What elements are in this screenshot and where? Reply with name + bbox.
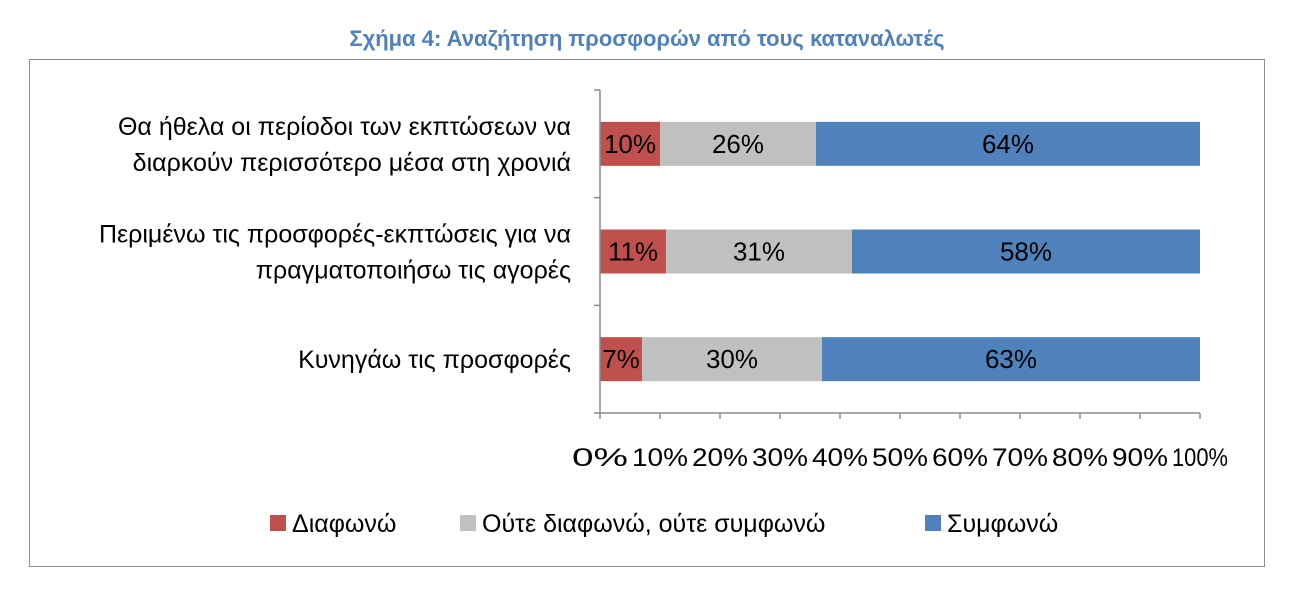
value-axis-tick-label: 40% — [812, 444, 868, 472]
category-label: Κυνηγάω τις προσφορές — [298, 346, 571, 374]
value-axis-tick-label: 30% — [752, 444, 808, 472]
bar-segment — [600, 337, 642, 382]
data-label: 26% — [712, 129, 764, 159]
value-axis-tick-label: 70% — [992, 444, 1048, 472]
legend-label: Διαφωνώ — [292, 510, 396, 538]
bar-segment — [600, 121, 660, 166]
value-axis-tick-label: 10% — [632, 444, 688, 472]
data-label: 11% — [608, 237, 658, 267]
bar-segment — [666, 229, 852, 274]
legend-label: Ούτε διαφωνώ, ούτε συμφωνώ — [482, 510, 825, 538]
category-label: διαρκούν περισσότερο μέσα στη χρονιά — [133, 149, 571, 177]
data-label: 7% — [602, 344, 640, 374]
data-label: 31% — [733, 237, 785, 267]
bar-segment — [642, 337, 822, 382]
data-label: 10% — [604, 129, 656, 159]
category-label: πραγματοποιήσω τις αγορές — [256, 257, 571, 285]
legend-label: Συμφωνώ — [947, 510, 1058, 538]
legend-swatch — [270, 515, 286, 531]
value-axis-tick-label: 90% — [1112, 444, 1168, 472]
data-label: 64% — [982, 129, 1034, 159]
value-axis-tick-label: 80% — [1052, 444, 1108, 472]
data-label: 58% — [1000, 237, 1052, 267]
value-axis-tick-label: 100% — [1172, 444, 1228, 472]
value-axis-tick-label: 50% — [872, 444, 928, 472]
chart-title: Σχήμα 4: Αναζήτηση προσφορών από τους κα… — [349, 26, 945, 51]
legend-swatch — [925, 515, 941, 531]
legend-swatch — [460, 515, 476, 531]
category-label: Περιμένω τις προσφορές-εκπτώσεις για να — [99, 221, 571, 249]
bar-segment — [660, 121, 816, 166]
value-axis-tick-label: 20% — [692, 444, 748, 472]
category-label: Θα ήθελα οι περίοδοι των εκπτώσεων να — [118, 113, 571, 141]
data-label: 63% — [985, 344, 1037, 374]
bar-segment — [600, 229, 666, 274]
bar-segment — [822, 337, 1200, 382]
value-axis-tick-label: 0% — [572, 444, 628, 472]
value-axis-tick-label: 60% — [932, 444, 988, 472]
bar-segment — [816, 121, 1200, 166]
bar-segment — [852, 229, 1200, 274]
data-label: 30% — [706, 344, 758, 374]
